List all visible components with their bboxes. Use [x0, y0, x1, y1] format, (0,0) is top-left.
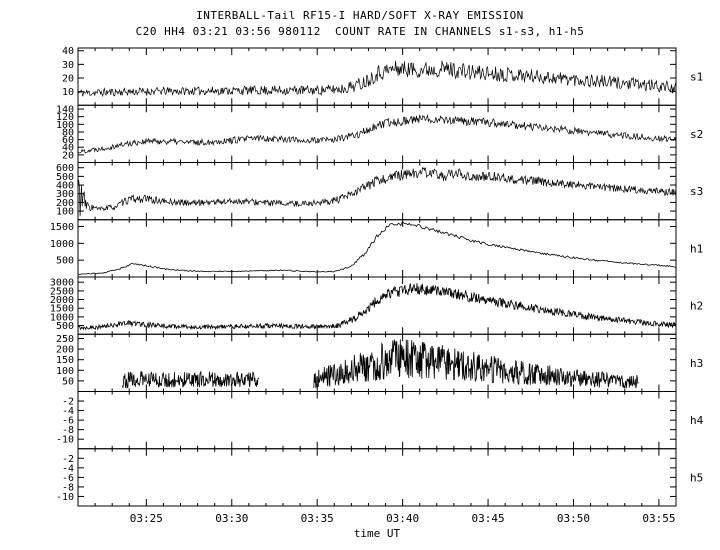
ytick-label-s3: 100 [56, 207, 74, 218]
series-h3 [122, 370, 260, 389]
ytick-label-h4: -4 [62, 406, 74, 417]
panel-label-h1: h1 [690, 242, 703, 255]
xtick-label: 03:45 [471, 512, 504, 525]
ytick-label-s1: 40 [62, 46, 74, 57]
panel-label-s1: s1 [690, 71, 703, 84]
ytick-label-h2: 2000 [50, 295, 74, 306]
ytick-label-h3: 250 [56, 334, 74, 345]
x-axis-title: time UT [354, 527, 401, 540]
ytick-label-h2: 2500 [50, 286, 74, 297]
series-s3 [77, 166, 677, 217]
ytick-label-h3: 200 [56, 345, 74, 356]
panel-label-h4: h4 [690, 414, 704, 427]
panel-label-s3: s3 [690, 185, 703, 198]
panel-label-h3: h3 [690, 357, 703, 370]
ytick-label-s3: 600 [56, 163, 74, 174]
xtick-label: 03:30 [215, 512, 248, 525]
ytick-label-s3: 300 [56, 189, 74, 200]
ytick-label-h3: 100 [56, 366, 74, 377]
ytick-label-s1: 30 [62, 60, 74, 71]
ytick-label-h5: -4 [62, 463, 74, 474]
ytick-label-s1: 20 [62, 73, 74, 84]
plot-subtitle: C20 HH4 03:21 03:56 980112 COUNT RATE IN… [135, 25, 585, 38]
series-h1 [77, 221, 676, 275]
ytick-label-s2: 80 [62, 127, 74, 138]
series-h3 [313, 339, 639, 389]
panel-h1: 500 1000 1500 h1 [50, 219, 703, 278]
panel-s1: 10 20 30 40 s1 [62, 46, 703, 106]
panel-h4: -2-4-6-8-10 h4 [56, 391, 704, 450]
xtick-label: 03:55 [642, 512, 675, 525]
ytick-label-h3: 150 [56, 355, 74, 366]
ytick-label-s3: 400 [56, 181, 74, 192]
ytick-label-h4: -6 [62, 416, 74, 427]
panel-label-s2: s2 [690, 128, 703, 141]
ytick-label-s2: 20 [62, 150, 74, 161]
ytick-label-s3: 200 [56, 198, 74, 209]
ytick-label-h1: 1000 [50, 239, 74, 250]
ytick-label-h2: 500 [56, 321, 74, 332]
ytick-label-h5: -6 [62, 473, 74, 484]
series-s1 [77, 60, 676, 98]
ytick-label-s1: 10 [62, 87, 74, 98]
ytick-label-s2: 40 [62, 143, 74, 154]
ytick-label-h2: 1500 [50, 304, 74, 315]
ytick-label-s3: 500 [56, 172, 74, 183]
ytick-label-s2: 140 [56, 105, 74, 116]
ytick-label-h4: -10 [56, 435, 74, 446]
ytick-label-h1: 500 [56, 256, 74, 267]
ytick-label-h1: 1500 [50, 222, 74, 233]
series-s2 [77, 113, 676, 154]
ytick-label-h5: -2 [62, 454, 74, 465]
panel-h5: -2-4-6-8-10 h5 [56, 448, 703, 507]
ytick-label-s2: 100 [56, 120, 74, 131]
ytick-label-h4: -2 [62, 397, 74, 408]
xtick-label: 03:50 [557, 512, 590, 525]
panel-label-h2: h2 [690, 300, 703, 313]
panel-label-h5: h5 [690, 471, 703, 484]
ytick-label-s2: 60 [62, 135, 74, 146]
plot-title: INTERBALL-Tail RF15-I HARD/SOFT X-RAY EM… [196, 9, 524, 22]
ytick-label-h5: -8 [62, 482, 74, 493]
ytick-label-s2: 120 [56, 112, 74, 123]
ytick-label-h2: 3000 [50, 278, 74, 289]
ytick-label-h5: -10 [56, 492, 74, 503]
xtick-label: 03:40 [386, 512, 419, 525]
xtick-label: 03:35 [301, 512, 334, 525]
xtick-label: 03:25 [130, 512, 163, 525]
ytick-label-h3: 50 [62, 376, 74, 387]
series-h2 [77, 283, 676, 331]
ytick-label-h4: -8 [62, 425, 74, 436]
ytick-label-h2: 1000 [50, 312, 74, 323]
